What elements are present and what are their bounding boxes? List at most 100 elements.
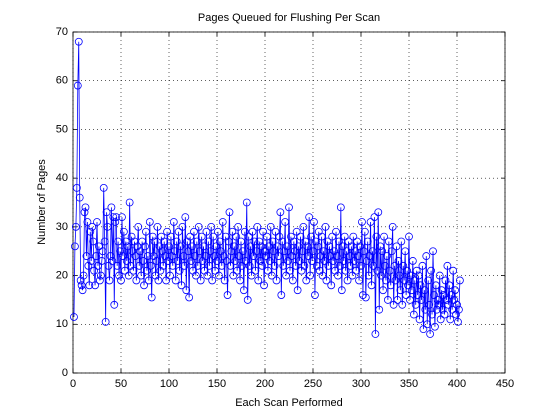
data-point — [417, 296, 426, 304]
data-point — [219, 252, 228, 260]
data-point — [430, 291, 438, 299]
data-point — [146, 261, 155, 270]
data-point — [207, 222, 216, 231]
data-point — [352, 266, 361, 275]
data-point — [136, 247, 145, 256]
chart-title: Pages Queued for Flushing Per Scan — [198, 12, 380, 24]
data-point — [87, 257, 96, 265]
data-point — [348, 271, 357, 280]
data-point — [195, 247, 204, 256]
data-point — [185, 293, 194, 302]
data-point — [455, 276, 464, 285]
data-point — [451, 286, 459, 295]
data-point — [393, 296, 402, 304]
data-point — [71, 222, 80, 231]
data-point — [405, 232, 413, 241]
data-point — [227, 247, 236, 256]
data-point — [134, 222, 143, 231]
data-point — [296, 232, 305, 241]
data-point — [83, 218, 92, 226]
data-point — [114, 237, 123, 246]
data-point — [268, 237, 277, 246]
data-point — [374, 208, 383, 217]
data-point — [308, 257, 316, 265]
data-point — [108, 257, 117, 265]
data-point — [442, 296, 451, 304]
data-point — [444, 300, 453, 309]
data-point — [361, 293, 370, 302]
data-point — [288, 276, 297, 285]
data-point — [196, 276, 205, 285]
data-point — [272, 276, 281, 285]
data-point — [336, 203, 345, 212]
data-point — [252, 247, 261, 256]
data-line — [73, 41, 461, 335]
data-point — [342, 247, 351, 256]
data-point — [297, 266, 306, 275]
data-point — [373, 266, 382, 275]
data-point — [89, 237, 98, 246]
data-point — [127, 232, 136, 241]
data-point — [247, 271, 256, 280]
data-point — [366, 218, 375, 226]
data-point — [340, 232, 349, 241]
data-point — [447, 291, 456, 299]
data-point — [178, 222, 187, 231]
data-point — [283, 242, 291, 251]
data-point — [179, 252, 188, 260]
data-point — [120, 266, 129, 275]
plot-area: 0 10 20 30 40 50 60 70 0 50 100 150 200 250 300 350 400 4… — [56, 26, 514, 390]
data-point — [254, 276, 263, 285]
data-point — [301, 237, 310, 246]
x-tick-label: 0 — [70, 378, 76, 390]
x-tick-label: 350 — [400, 378, 418, 390]
data-point — [287, 232, 295, 241]
data-point — [304, 252, 313, 260]
data-point — [281, 218, 290, 226]
data-point — [388, 222, 397, 231]
data-point — [77, 281, 86, 290]
x-tick-label: 300 — [352, 378, 370, 390]
data-point — [145, 218, 154, 226]
data-point — [327, 281, 336, 290]
data-point — [450, 296, 459, 304]
data-point — [362, 257, 371, 265]
data-point — [209, 232, 218, 241]
data-point — [290, 247, 299, 256]
data-point — [233, 266, 242, 275]
data-point — [220, 276, 229, 285]
data-point — [334, 271, 342, 280]
data-point — [449, 266, 458, 275]
data-point — [74, 37, 83, 46]
data-point — [215, 237, 224, 246]
data-point — [274, 252, 283, 260]
data-point — [295, 257, 304, 265]
y-tick-label: 20 — [56, 269, 68, 281]
data-point — [315, 266, 324, 275]
data-point — [76, 276, 85, 285]
data-point — [251, 266, 260, 275]
data-point — [407, 286, 416, 295]
data-point — [426, 330, 435, 338]
data-point — [314, 227, 323, 236]
data-point — [349, 232, 358, 241]
data-point — [150, 237, 159, 246]
data-point — [438, 305, 447, 314]
data-point — [167, 232, 175, 241]
data-point — [320, 257, 329, 265]
data-point — [182, 286, 191, 295]
data-point — [97, 257, 106, 265]
data-point — [250, 237, 259, 246]
y-tick-label: 10 — [56, 318, 68, 330]
x-tick-label: 450 — [496, 378, 514, 390]
data-point — [452, 310, 460, 319]
data-point — [421, 305, 430, 314]
data-point — [429, 247, 437, 256]
data-point — [218, 218, 227, 226]
data-point — [224, 237, 233, 246]
data-point — [305, 213, 314, 222]
data-point — [190, 227, 198, 236]
data-point — [138, 237, 147, 246]
data-point — [345, 252, 354, 260]
data-point — [330, 247, 339, 256]
